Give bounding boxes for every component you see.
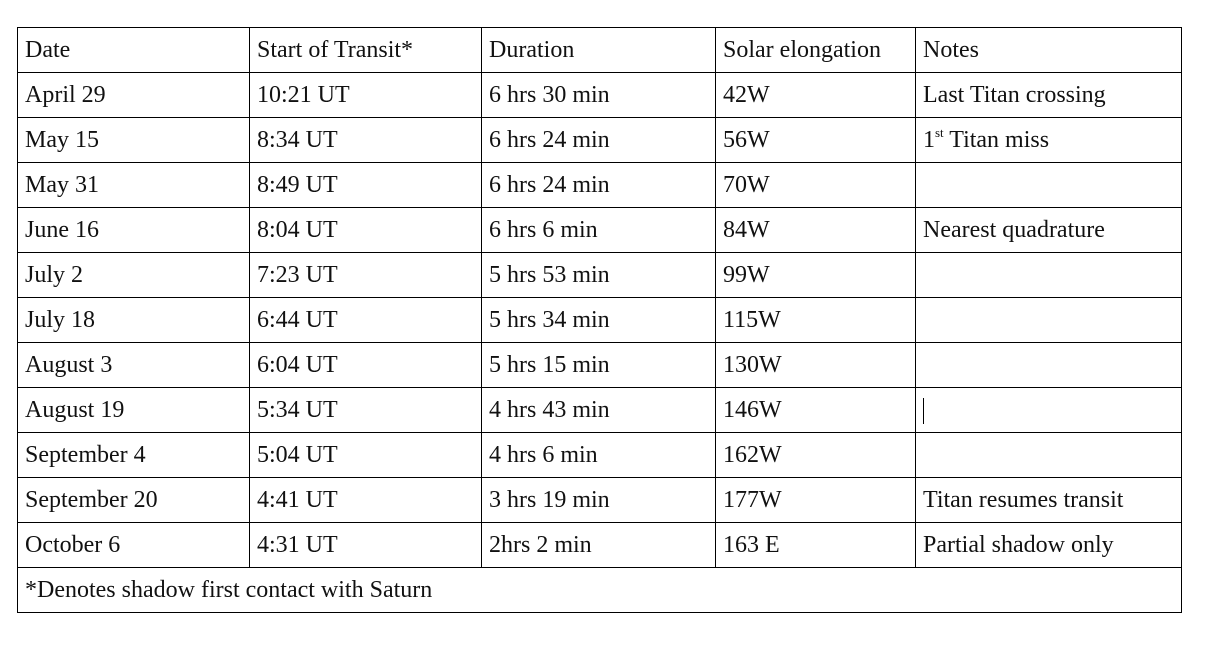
cell: 6:44 UT <box>249 297 482 343</box>
cell: 8:34 UT <box>249 117 482 163</box>
cell: 99W <box>715 252 916 298</box>
cell: Partial shadow only <box>915 522 1182 568</box>
empty-cell <box>915 432 1182 478</box>
cell: 146W <box>715 387 916 433</box>
cell: 163 E <box>715 522 916 568</box>
data-row: June 16 8:04 UT 6 hrs 6 min 84W Nearest quad… <box>17 207 1182 253</box>
cell: 8:49 UT <box>249 162 482 208</box>
data-row: September 20 4:41 UT 3 hrs 19 min 177W Titan… <box>17 477 1182 523</box>
empty-cell <box>915 162 1182 208</box>
cell: Last Titan crossing <box>915 72 1182 118</box>
header-cell: Duration <box>481 27 716 73</box>
empty-cell <box>915 342 1182 388</box>
cell: 6:04 UT <box>249 342 482 388</box>
cell: 4 hrs 6 min <box>481 432 716 478</box>
data-row: May 15 8:34 UT 6 hrs 24 min 56W 1st Titan mi… <box>17 117 1182 163</box>
cell: October 6 <box>17 522 250 568</box>
cell: 70W <box>715 162 916 208</box>
text-cursor <box>923 398 924 424</box>
footnote-row: *Denotes shadow first contact with Satur… <box>17 567 1182 613</box>
cell: June 16 <box>17 207 250 253</box>
cell: 6 hrs 6 min <box>481 207 716 253</box>
table-body: Date Start of Transit* Duration Solar elong… <box>17 27 1182 613</box>
cell: 130W <box>715 342 916 388</box>
data-row: April 29 10:21 UT 6 hrs 30 min 42W Last Tita… <box>17 72 1182 118</box>
cell: 3 hrs 19 min <box>481 477 716 523</box>
footnote: *Denotes shadow first contact with Satur… <box>17 567 1182 613</box>
note-text: Titan miss <box>949 126 1050 153</box>
empty-cell <box>915 387 1182 433</box>
cell: 5 hrs 34 min <box>481 297 716 343</box>
cell: August 19 <box>17 387 250 433</box>
cell: 5 hrs 53 min <box>481 252 716 298</box>
data-row: July 2 7:23 UT 5 hrs 53 min 99W <box>17 252 1182 298</box>
cell: 115W <box>715 297 916 343</box>
data-row: September 4 5:04 UT 4 hrs 6 min 162W <box>17 432 1182 478</box>
cell: 42W <box>715 72 916 118</box>
cell: September 20 <box>17 477 250 523</box>
cell: September 4 <box>17 432 250 478</box>
header-cell: Solar elongation <box>715 27 916 73</box>
cell: 6 hrs 24 min <box>481 162 716 208</box>
data-row: May 31 8:49 UT 6 hrs 24 min 70W <box>17 162 1182 208</box>
ordinal-suffix: st <box>935 124 944 140</box>
header-cell: Start of Transit* <box>249 27 482 73</box>
data-row: July 18 6:44 UT 5 hrs 34 min 115W <box>17 297 1182 343</box>
cell: 84W <box>715 207 916 253</box>
cell: May 31 <box>17 162 250 208</box>
cell: 5:34 UT <box>249 387 482 433</box>
cell: July 2 <box>17 252 250 298</box>
cell: 10:21 UT <box>249 72 482 118</box>
header-cell: Date <box>17 27 250 73</box>
cell: 6 hrs 30 min <box>481 72 716 118</box>
cell: Nearest quadrature <box>915 207 1182 253</box>
data-row: August 3 6:04 UT 5 hrs 15 min 130W <box>17 342 1182 388</box>
transit-table: Date Start of Transit* Duration Solar elong… <box>17 27 1182 613</box>
cell: 4:31 UT <box>249 522 482 568</box>
cell: 4 hrs 43 min <box>481 387 716 433</box>
cell: 7:23 UT <box>249 252 482 298</box>
header-cell: Notes <box>915 27 1182 73</box>
cell: May 15 <box>17 117 250 163</box>
cell: 162W <box>715 432 916 478</box>
cell: April 29 <box>17 72 250 118</box>
cell: July 18 <box>17 297 250 343</box>
cell: 5:04 UT <box>249 432 482 478</box>
cell: August 3 <box>17 342 250 388</box>
data-row: October 6 4:31 UT 2hrs 2 min 163 E Partial s… <box>17 522 1182 568</box>
note-cell: 1st Titan miss <box>915 117 1182 163</box>
data-row: August 19 5:34 UT 4 hrs 43 min 146W <box>17 387 1182 433</box>
cell: 4:41 UT <box>249 477 482 523</box>
cell: Titan resumes transit <box>915 477 1182 523</box>
empty-cell <box>915 252 1182 298</box>
cell: 56W <box>715 117 916 163</box>
cell: 5 hrs 15 min <box>481 342 716 388</box>
cell: 6 hrs 24 min <box>481 117 716 163</box>
cell: 177W <box>715 477 916 523</box>
cell: 2hrs 2 min <box>481 522 716 568</box>
ordinal-number: 1 <box>923 126 935 153</box>
empty-cell <box>915 297 1182 343</box>
header-row: Date Start of Transit* Duration Solar elong… <box>17 27 1182 73</box>
cell: 8:04 UT <box>249 207 482 253</box>
